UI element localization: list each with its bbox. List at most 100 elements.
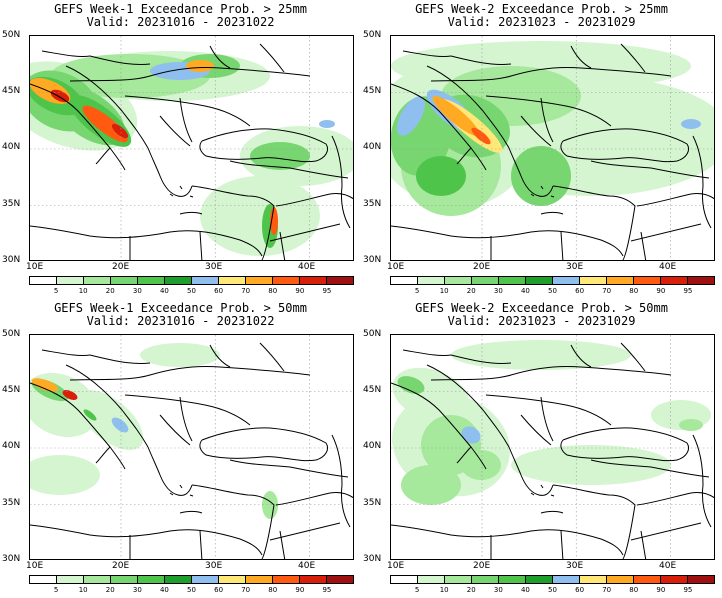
boundary-line <box>124 394 251 426</box>
boundary-line <box>199 427 329 462</box>
colorbar-swatch <box>246 277 273 284</box>
colorbar-swatch <box>84 576 111 583</box>
colorbar-label: 50 <box>187 586 196 594</box>
panel-title: GEFS Week-2 Exceedance Prob. > 50mm <box>415 301 668 315</box>
boundary-line <box>147 147 193 197</box>
boundary-line <box>129 530 286 559</box>
probability-contour <box>111 417 129 433</box>
colorbar-swatch <box>273 277 300 284</box>
precip-probability-field <box>391 41 714 216</box>
probability-contour <box>83 409 97 421</box>
lat-label-35n: 35N <box>363 199 382 209</box>
panel-title: GEFS Week-2 Exceedance Prob. > 25mm <box>415 2 668 16</box>
colorbar-label: 95 <box>322 287 332 295</box>
map-panel-week2-25mm: GEFS Week-2 Exceedance Prob. > 25mm Vali… <box>361 0 722 299</box>
boundary-line <box>552 185 636 207</box>
lat-label-45n: 45N <box>2 86 21 96</box>
panel-valid-dates: Valid: 20231023 - 20231029 <box>447 314 636 328</box>
colorbar-label: 5 <box>53 586 59 594</box>
lon-label-20e: 20E <box>112 262 130 272</box>
graticule <box>30 335 353 559</box>
boundary-line <box>430 366 672 381</box>
probability-contour <box>50 89 70 103</box>
boundary-line <box>636 193 714 207</box>
colorbar-swatch <box>111 277 138 284</box>
colorbar-label: 90 <box>295 586 305 594</box>
lon-label-40e: 40E <box>298 262 316 272</box>
colorbar-swatch <box>391 576 418 583</box>
coastlines-borders <box>30 342 353 559</box>
probability-contour <box>319 120 335 128</box>
boundary-line <box>229 160 349 179</box>
boundary-line <box>41 50 91 57</box>
panel-valid-dates: Valid: 20231023 - 20231029 <box>447 15 636 29</box>
probability-contour <box>401 465 461 505</box>
boundary-line <box>402 349 452 356</box>
boundary-line <box>508 147 554 197</box>
probability-contour <box>461 450 501 480</box>
colorbar-label: 90 <box>656 586 666 594</box>
colorbar-swatch <box>445 277 472 284</box>
boundary-line <box>636 492 714 506</box>
graticule <box>30 36 353 260</box>
colorbar-label: 40 <box>520 287 530 295</box>
lat-label-40n: 40N <box>2 441 21 451</box>
colorbar-swatch <box>661 277 688 284</box>
probability-contour <box>186 60 214 72</box>
colorbar-label: 20 <box>105 586 115 594</box>
probability-contour <box>82 105 128 143</box>
colorbar-swatch <box>327 576 353 583</box>
boundary-line <box>331 135 351 229</box>
colorbar-swatch <box>418 576 445 583</box>
panel-valid-dates: Valid: 20231016 - 20231022 <box>86 15 275 29</box>
probability-contour <box>397 96 425 136</box>
panel-valid-dates: Valid: 20231016 - 20231022 <box>86 314 275 328</box>
colorbar-label: 5 <box>414 287 420 295</box>
colorbar-swatch <box>165 576 192 583</box>
boundary-line <box>485 394 612 426</box>
colorbar-label: 40 <box>159 586 169 594</box>
lon-label-20e: 20E <box>473 262 491 272</box>
lon-label-10e: 10E <box>26 262 44 272</box>
lon-label-40e: 40E <box>659 262 677 272</box>
lon-label-30e: 30E <box>205 561 223 571</box>
boundary-line <box>261 504 275 559</box>
boundary-line <box>65 364 149 448</box>
colorbar-swatch <box>192 277 219 284</box>
boundary-line <box>692 135 712 229</box>
colorbar-swatch <box>30 277 57 284</box>
probability-contour <box>511 146 571 206</box>
boundary-line <box>520 396 554 446</box>
map-panel-week1-50mm: GEFS Week-1 Exceedance Prob. > 50mm Vali… <box>0 299 361 598</box>
colorbar-label: 20 <box>105 287 115 295</box>
lat-label-45n: 45N <box>2 385 21 395</box>
boundary-line <box>391 382 487 470</box>
boundary-line <box>30 83 126 171</box>
colorbar-label: 80 <box>268 287 278 295</box>
colorbar-swatch <box>273 576 300 583</box>
colorbar-label: 40 <box>159 287 169 295</box>
boundary-line <box>622 504 636 559</box>
colorbar-label: 10 <box>439 287 449 295</box>
boundary-line <box>430 67 672 82</box>
boundary-line <box>530 185 564 215</box>
colorbar-swatch <box>165 277 192 284</box>
colorbar-label: 5 <box>53 287 59 295</box>
boundary-line <box>159 396 193 446</box>
boundary-line <box>147 446 193 496</box>
colorbar <box>29 276 354 285</box>
probability-contour <box>140 343 220 367</box>
boundary-line <box>275 193 353 207</box>
colorbar-swatch <box>219 576 246 583</box>
map-area <box>390 334 715 560</box>
colorbar-swatch <box>607 576 634 583</box>
lon-label-30e: 30E <box>566 561 584 571</box>
colorbar-swatch <box>445 576 472 583</box>
coastlines-borders <box>391 43 714 260</box>
colorbar-label: 30 <box>493 287 503 295</box>
colorbar-label: 90 <box>295 287 305 295</box>
colorbar-label: 30 <box>132 586 142 594</box>
colorbar-swatch <box>661 576 688 583</box>
boundary-line <box>169 484 203 514</box>
colorbar-swatch <box>192 576 219 583</box>
